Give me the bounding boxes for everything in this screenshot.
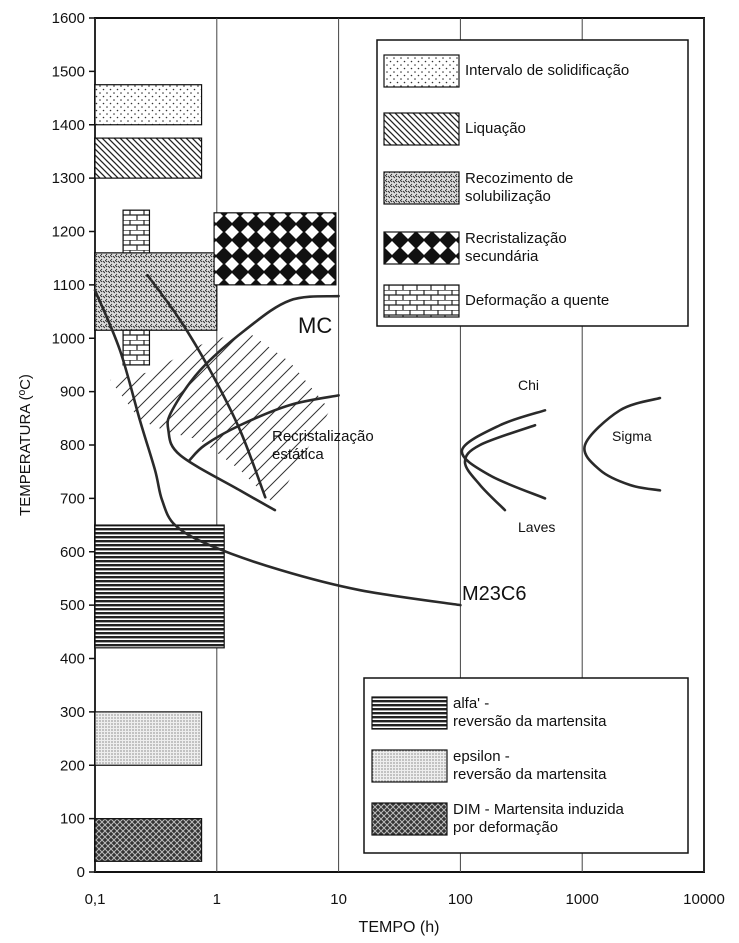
- y-tick-label: 100: [60, 811, 85, 828]
- hatched-region: [110, 372, 168, 432]
- legend-label: alfa' - reversão da martensita: [453, 695, 607, 730]
- y-tick-label: 700: [60, 490, 85, 507]
- y-tick-label: 1000: [52, 330, 85, 347]
- curve: [146, 273, 267, 499]
- y-tick-label: 500: [60, 597, 85, 614]
- legend-label: Deformação a quente: [465, 292, 610, 309]
- x-tick-label: 100: [448, 891, 473, 908]
- legend: [371, 54, 460, 836]
- region: [94, 711, 203, 766]
- legend-label: Recozimento de solubilização: [465, 170, 574, 205]
- region: [94, 84, 203, 126]
- legend-swatch: [383, 54, 460, 88]
- curve: [166, 294, 340, 512]
- x-tick-label: 1: [213, 891, 221, 908]
- y-tick-label: 1400: [52, 117, 85, 134]
- areas: [94, 84, 337, 862]
- legend-swatch: [383, 171, 460, 205]
- legend-swatch: [383, 112, 460, 146]
- y-tick-label: 1100: [53, 277, 85, 294]
- y-tick-label: 900: [60, 384, 85, 401]
- y-tick-label: 200: [60, 757, 85, 774]
- y-tick-label: 1300: [52, 170, 85, 187]
- y-tick-label: 1200: [52, 224, 85, 241]
- curve: [188, 394, 340, 462]
- legend-swatch: [371, 802, 448, 836]
- region: [94, 524, 225, 649]
- legend-label: Recristalização secundária: [465, 230, 567, 265]
- ticks: 0,1 1 10 100 1000 10000 0 100 200 300 400 500 600 700…: [52, 10, 725, 908]
- x-tick-label: 10000: [683, 891, 725, 908]
- x-tick-label: 1000: [566, 891, 599, 908]
- y-tick-label: 600: [60, 544, 85, 561]
- x-axis-label: TEMPO (h): [359, 919, 440, 936]
- region: [213, 212, 337, 286]
- legend-label: Liquação: [465, 120, 526, 137]
- curve: [583, 396, 662, 492]
- region: [94, 818, 203, 862]
- legend-label: Intervalo de solidificação: [465, 62, 630, 79]
- x-tick-label: 0,1: [85, 891, 106, 908]
- curve-label: Chi: [518, 377, 539, 393]
- y-tick-label: 300: [60, 704, 85, 721]
- region: [94, 137, 203, 179]
- curves: [93, 273, 662, 607]
- region: [122, 329, 151, 366]
- legend-swatch: [383, 284, 460, 318]
- legend-label: epsilon - reversão da martensita: [453, 748, 607, 783]
- y-axis-label: TEMPERATURA (ºC): [17, 374, 34, 516]
- legend-swatch: [371, 749, 448, 783]
- y-tick-label: 0: [77, 864, 85, 881]
- region: [122, 209, 151, 254]
- y-tick-label: 1500: [52, 63, 85, 80]
- annotation: Recristalização estática: [272, 428, 374, 463]
- curve-label: Laves: [518, 519, 555, 535]
- curve: [463, 423, 537, 512]
- y-tick-label: 400: [60, 651, 85, 668]
- y-tick-label: 800: [60, 437, 85, 454]
- legend-swatch: [371, 696, 448, 730]
- y-tick-label: 1600: [52, 10, 85, 27]
- legend-label: DIM - Martensita induzida por deformação: [453, 801, 624, 836]
- region: [94, 252, 218, 331]
- x-tick-label: 10: [330, 891, 347, 908]
- hatched-region: [150, 330, 330, 505]
- curve: [93, 288, 462, 607]
- curve-label: M23C6: [462, 583, 526, 605]
- curve-label: Sigma: [612, 428, 652, 444]
- curve: [460, 409, 547, 500]
- curve-label: MC: [298, 313, 332, 338]
- legend-swatch: [383, 231, 460, 265]
